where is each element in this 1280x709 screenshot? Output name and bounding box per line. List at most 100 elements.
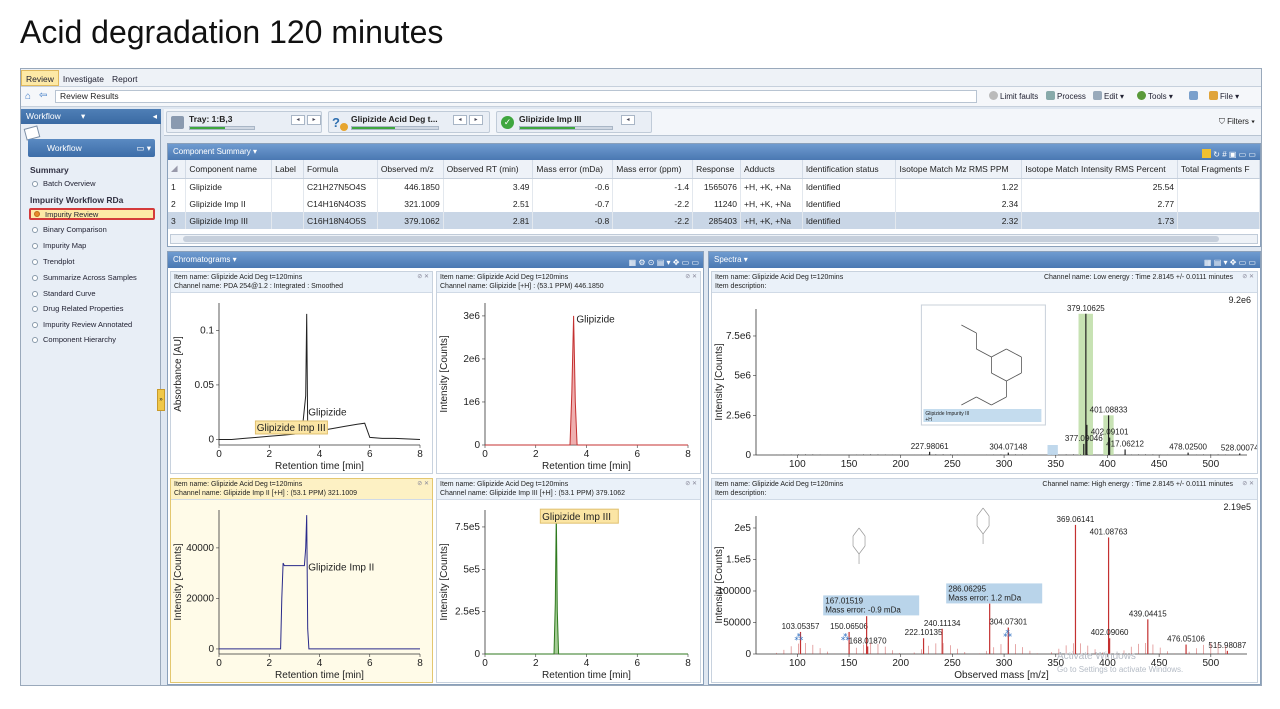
col-isotope-intensity-rms[interactable]: Isotope Match Intensity RMS Percent xyxy=(1021,160,1179,179)
x-tick-label: 350 xyxy=(1047,658,1064,669)
x-tick-label: 8 xyxy=(685,449,691,460)
sort-icon[interactable]: ◢ xyxy=(168,160,187,179)
component-label: Glipizide Imp III xyxy=(519,114,582,124)
summary-section-label: Summary xyxy=(30,165,69,175)
table-row[interactable]: 1 Glipizide C21H27N5O4S 446.1850 3.49 -0.6 -1.… xyxy=(168,178,1260,195)
cell-mass-error-ppm: -2.2 xyxy=(612,195,694,212)
edit-button[interactable]: Edit ▾ xyxy=(1093,91,1124,101)
low-energy-chart[interactable]: 100 150 200 250 300 350 400 450 500 0 2.5e6 5e6 7.5e… xyxy=(712,293,1258,474)
sample-progress-fill xyxy=(352,127,395,129)
address-bar[interactable]: Review Results xyxy=(55,90,977,103)
limit-faults-button[interactable]: Limit faults xyxy=(989,91,1038,101)
col-formula[interactable]: Formula xyxy=(303,160,378,179)
col-identification-status[interactable]: Identification status xyxy=(802,160,897,179)
col-observed-mz[interactable]: Observed m/z xyxy=(377,160,444,179)
file-label: File xyxy=(1220,92,1233,101)
chromatograms-panel: Chromatograms ▾ ▦ ⚙ ⊙ ▤ ▾ ✥ ▭ ▭ Item name… xyxy=(167,251,704,685)
sidebar-item-batch-overview[interactable]: Batch Overview xyxy=(29,178,155,190)
bulb-icon[interactable] xyxy=(1202,149,1212,158)
file-button[interactable]: File ▾ xyxy=(1209,91,1239,101)
tray-prev-button[interactable]: ◂ xyxy=(291,115,305,125)
tab-investigate[interactable]: Investigate xyxy=(62,74,104,84)
table-row[interactable]: 2 Glipizide Imp II C14H16N4O3S 321.1009 2.51… xyxy=(168,195,1260,212)
table-row[interactable]: 3 Glipizide Imp III C16H18N4O5S 379.1062 2.8… xyxy=(168,212,1260,229)
process-label: Process xyxy=(1057,92,1086,101)
component-summary-table: ◢ Component name Label Formula Observed … xyxy=(168,160,1260,229)
col-isotope-mz-rms[interactable]: Isotope Match Mz RMS PPM xyxy=(895,160,1023,179)
chromatograms-title[interactable]: Chromatograms xyxy=(173,255,231,264)
col-mass-error-mda[interactable]: Mass error (mDa) xyxy=(532,160,614,179)
col-label[interactable]: Label xyxy=(271,160,304,179)
plot-item-name: Item name: Glipizide Acid Deg t=120mins xyxy=(440,481,569,488)
tray-selector[interactable]: Tray: 1:B,3 ◂ ▸ xyxy=(166,111,322,133)
panel-controls: ↻ # ▣ ▭ ▭ xyxy=(1202,147,1256,159)
sidebar-item-binary-comparison[interactable]: Binary Comparison xyxy=(29,224,155,236)
col-mass-error-ppm[interactable]: Mass error (ppm) xyxy=(612,160,694,179)
splitter-handle[interactable]: » xyxy=(157,389,165,411)
sample-prev-button[interactable]: ◂ xyxy=(453,115,467,125)
col-adducts[interactable]: Adducts xyxy=(740,160,803,179)
filters-button[interactable]: ⛉ Filters ▾ xyxy=(1218,117,1255,126)
sidebar-item-summarize[interactable]: Summarize Across Samples xyxy=(29,272,155,284)
component-summary-title[interactable]: Component Summary xyxy=(173,147,251,156)
copy-icon[interactable] xyxy=(1189,91,1200,101)
component-selector[interactable]: ✓ Glipizide Imp III ◂ xyxy=(496,111,652,133)
tools-button[interactable]: Tools ▾ xyxy=(1137,91,1173,101)
component-prev-button[interactable]: ◂ xyxy=(621,115,635,125)
home-icon[interactable]: ⌂ xyxy=(25,91,32,102)
col-observed-rt[interactable]: Observed RT (min) xyxy=(443,160,534,179)
close-icon[interactable]: ⊘ ✕ xyxy=(417,481,429,487)
tab-review[interactable]: Review xyxy=(21,70,59,86)
clock-icon xyxy=(989,91,998,100)
radio-icon xyxy=(32,337,38,343)
sidebar-item-impurity-map[interactable]: Impurity Map xyxy=(29,240,155,252)
structure-label-box xyxy=(923,409,1042,422)
close-icon[interactable]: ⊘ ✕ xyxy=(685,274,697,280)
col-component-name[interactable]: Component name xyxy=(185,160,273,179)
spectra-title[interactable]: Spectra xyxy=(714,255,742,264)
sidebar-item-standard-curve[interactable]: Standard Curve xyxy=(29,288,155,300)
process-button[interactable]: Process xyxy=(1046,91,1086,101)
sample-next-button[interactable]: ▸ xyxy=(469,115,483,125)
x-tick-label: 6 xyxy=(367,658,373,669)
plot-item-name: Item name: Glipizide Acid Deg t=120mins xyxy=(174,274,303,281)
sidebar-item-trendplot[interactable]: Trendplot xyxy=(29,256,155,268)
peak-mz-label: 439.04415 xyxy=(1129,609,1167,618)
sidebar-item-label: Trendplot xyxy=(43,257,75,266)
high-energy-chart[interactable]: 100 150 200 250 300 350 400 450 500 0 50000 100000 1… xyxy=(712,500,1258,683)
collapse-icon[interactable]: ◂ xyxy=(152,111,157,121)
peak-mz-label: 227.98061 xyxy=(911,442,949,451)
row-number: 3 xyxy=(168,212,187,229)
sidebar-item-drug-related[interactable]: Drug Related Properties xyxy=(29,303,155,315)
col-total-fragments[interactable]: Total Fragments F xyxy=(1177,160,1260,179)
close-icon[interactable]: ⊘ ✕ xyxy=(685,481,697,487)
pda-chart[interactable]: 0 2 4 6 8 0 0.05 0.1 Retention time [min] Absorba… xyxy=(171,293,433,474)
panel-controls[interactable]: ▦ ▤ ▾ ✥ ▭ ▭ xyxy=(1203,258,1256,267)
imp-iii-xic-chart[interactable]: 0 2 4 6 8 0 2.5e5 5e5 7.5e5 Retention time [min] I… xyxy=(437,500,701,683)
close-icon[interactable]: ⊘ ✕ xyxy=(1242,481,1254,487)
radio-icon xyxy=(32,243,38,249)
sidebar-item-impurity-review[interactable]: Impurity Review xyxy=(29,208,155,220)
x-tick-label: 2 xyxy=(533,449,539,460)
sample-selector[interactable]: ? Glipizide Acid Deg t... ◂ ▸ xyxy=(328,111,490,133)
table-horizontal-scrollbar[interactable] xyxy=(170,234,1258,244)
close-icon[interactable]: ⊘ ✕ xyxy=(417,274,429,280)
x-tick-label: 2 xyxy=(533,658,539,669)
sidebar-item-component-hierarchy[interactable]: Component Hierarchy xyxy=(29,334,155,346)
close-icon[interactable]: ⊘ ✕ xyxy=(1242,274,1254,280)
workflow-button[interactable]: Workflow ▭ ▾ xyxy=(28,139,155,157)
tray-bar: Tray: 1:B,3 ◂ ▸ ? Glipizide Acid Deg t...… xyxy=(164,109,1261,136)
tray-next-button[interactable]: ▸ xyxy=(307,115,321,125)
tab-report[interactable]: Report xyxy=(112,74,138,84)
back-icon[interactable]: ⇦ xyxy=(39,90,48,101)
col-response[interactable]: Response xyxy=(692,160,741,179)
radio-icon xyxy=(34,211,40,217)
imp-ii-xic-chart[interactable]: 0 2 4 6 8 0 20000 40000 Retention time [min] Inte… xyxy=(171,500,433,683)
panel-controls[interactable]: ▦ ⚙ ⊙ ▤ ▾ ✥ ▭ ▭ xyxy=(628,258,699,267)
sidebar-item-impurity-review-annotated[interactable]: Impurity Review Annotated xyxy=(29,319,155,331)
cell-label xyxy=(271,195,304,212)
glipizide-xic-chart[interactable]: 0 2 4 6 8 0 1e6 2e6 3e6 Retention time [min] Inten… xyxy=(437,293,701,474)
scrollbar-thumb[interactable] xyxy=(183,236,1219,242)
tray-progress-fill xyxy=(190,127,226,129)
sidebar-header[interactable]: Workflow ▾ ◂ xyxy=(21,109,161,124)
